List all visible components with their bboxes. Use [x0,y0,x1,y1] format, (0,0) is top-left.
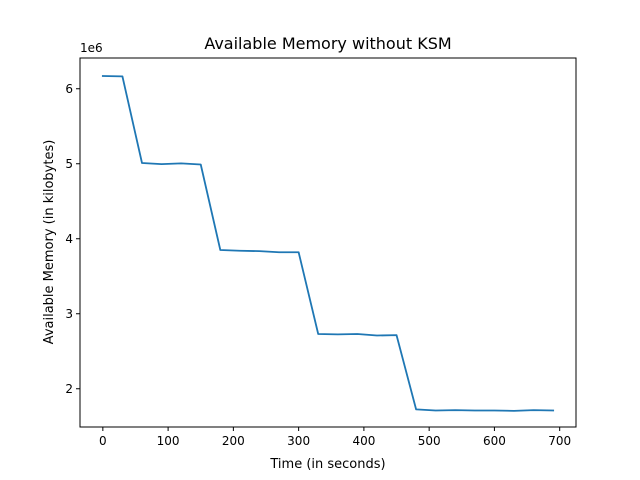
plot-frame [79,57,577,428]
y-tick-label: 2 [65,382,73,396]
y-tick-label: 4 [65,232,73,246]
x-tick-label: 300 [287,434,310,448]
y-axis-offset-label: 1e6 [80,41,103,55]
y-axis-label: Available Memory (in kilobytes) [42,140,57,345]
y-tick-label: 3 [65,307,73,321]
series-line [101,75,555,412]
y-axis-ticks: 2 3 4 5 6 [65,82,80,396]
y-tick-label: 5 [65,157,73,171]
chart-title: Available Memory without KSM [204,34,451,53]
x-tick-label: 100 [157,434,180,448]
x-tick-label: 0 [99,434,107,448]
x-tick-label: 700 [548,434,571,448]
y-tick-label: 6 [65,82,73,96]
x-axis-label: Time (in seconds) [269,457,385,472]
x-tick-label: 600 [483,434,506,448]
x-axis-ticks: 0 100 200 300 400 500 600 700 [99,427,571,448]
x-tick-label: 400 [352,434,375,448]
x-tick-label: 500 [418,434,441,448]
x-tick-label: 200 [222,434,245,448]
